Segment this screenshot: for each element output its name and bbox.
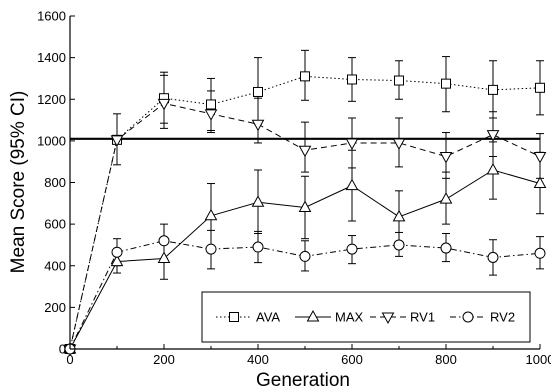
data-point-rv1 <box>298 145 312 158</box>
data-point-ava <box>394 75 404 86</box>
data-point-rv1 <box>533 151 547 164</box>
x-tick-label: 800 <box>435 352 457 367</box>
data-point-max <box>204 208 218 221</box>
x-axis-title: Generation <box>256 370 350 391</box>
data-point-rv2 <box>346 243 358 255</box>
data-point-rv2 <box>487 251 499 263</box>
data-point-max <box>345 178 359 191</box>
data-point-rv2 <box>299 250 311 262</box>
data-point-ava <box>253 86 263 97</box>
data-point-rv2 <box>440 242 452 254</box>
legend-label-rv1: RV1 <box>410 310 435 325</box>
x-tick-label: 400 <box>247 352 269 367</box>
data-point-rv2 <box>393 239 405 251</box>
y-tick-label: 1200 <box>37 92 66 107</box>
y-tick-label: 1000 <box>37 133 66 148</box>
data-point-rv1 <box>486 130 500 142</box>
axes: Generation Mean Score (95% CI) 0 200 400 60… <box>8 9 551 392</box>
x-tick-label: 1000 <box>526 352 551 367</box>
y-tick-label: 1600 <box>37 9 66 24</box>
data-point-ava <box>441 78 451 89</box>
legend-label-ava: AVA <box>256 310 280 325</box>
data-point-ava <box>300 71 310 82</box>
data-point-rv1 <box>110 135 124 147</box>
data-point-ava <box>535 82 545 93</box>
legend-marker-rv1 <box>381 312 395 325</box>
data-point-max <box>251 195 265 207</box>
legend-box <box>201 291 531 343</box>
data-point-rv1 <box>204 109 218 121</box>
data-point-ava <box>206 99 216 110</box>
data-point-max <box>486 162 500 175</box>
data-point-max <box>298 200 312 212</box>
data-point-rv2 <box>158 235 170 247</box>
y-tick-label: 600 <box>44 217 66 232</box>
data-point-rv2 <box>534 247 546 259</box>
data-point-rv1 <box>392 138 406 150</box>
data-point-max <box>110 254 124 267</box>
data-point-max <box>157 251 171 263</box>
y-tick-label: 0 <box>59 342 66 357</box>
data-point-rv2 <box>205 243 217 255</box>
data-point-max <box>439 192 453 204</box>
data-point-max <box>533 176 547 189</box>
data-point-rv1 <box>251 119 265 132</box>
series-line-ava <box>69 75 541 350</box>
data-point-rv2 <box>111 246 123 258</box>
y-tick-label: 200 <box>44 300 66 315</box>
data-point-max <box>392 209 406 222</box>
legend-label-max: MAX <box>335 310 364 325</box>
legend-label-rv2: RV2 <box>490 310 515 325</box>
y-tick-label: 1400 <box>37 50 66 65</box>
data-point-ava <box>347 74 357 85</box>
legend-marker-rv2 <box>462 311 474 323</box>
y-tick-label: 800 <box>44 175 66 190</box>
legend-marker-ava <box>229 312 239 322</box>
x-tick-label: 200 <box>153 352 175 367</box>
y-axis-title: Mean Score (95% CI) <box>8 91 29 274</box>
x-tick-label: 600 <box>341 352 363 367</box>
data-point-ava <box>488 84 498 95</box>
data-point-rv1 <box>157 98 171 111</box>
plot-area <box>63 49 547 357</box>
data-point-rv2 <box>252 241 264 253</box>
legend-marker-max <box>306 309 320 322</box>
x-tick-label: 0 <box>66 352 73 367</box>
y-tick-label: 400 <box>44 258 66 273</box>
data-point-rv1 <box>439 151 453 164</box>
legend: AVA MAX RV1 RV2 <box>201 291 531 343</box>
data-point-rv1 <box>345 138 359 150</box>
